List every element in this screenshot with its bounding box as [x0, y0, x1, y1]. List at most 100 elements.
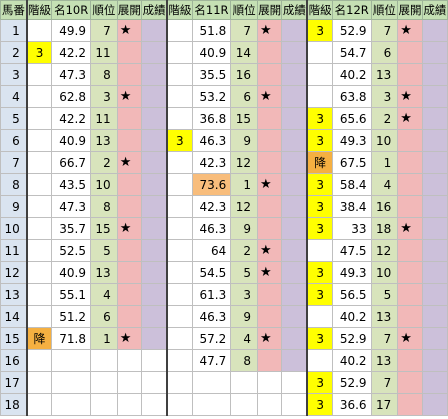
- tenkai-cell: ★: [116, 85, 143, 108]
- class-cell: 3: [306, 19, 333, 42]
- result-cell: [421, 239, 448, 262]
- class-cell: 3: [306, 129, 333, 152]
- tenkai-cell: [256, 217, 283, 240]
- header-race-name: 名12R: [331, 0, 372, 20]
- table-row: 9 47.3 8 42.3 12 3 38.4 16: [0, 195, 448, 218]
- empty-cell: [51, 393, 91, 416]
- empty-cell: [116, 371, 143, 394]
- class-cell: 3: [166, 129, 193, 152]
- class-cell: [25, 107, 53, 130]
- class-cell: [166, 283, 193, 306]
- tenkai-cell: [256, 283, 283, 306]
- empty-cell: [25, 393, 53, 416]
- result-cell: [141, 305, 168, 328]
- score-cell: 63.8: [331, 85, 372, 108]
- result-cell: [281, 349, 308, 372]
- score-cell: 40.9: [51, 129, 91, 152]
- class-cell: 3: [306, 327, 333, 350]
- empty-cell: [166, 371, 193, 394]
- result-cell: [421, 107, 448, 130]
- result-cell: [281, 261, 308, 284]
- star-icon: ★: [119, 89, 132, 104]
- rank-cell: 12: [230, 151, 258, 174]
- tenkai-cell: ★: [397, 19, 423, 42]
- tenkai-cell: [116, 41, 143, 64]
- class-cell: [306, 41, 333, 64]
- rank-cell: 9: [230, 129, 258, 152]
- score-cell: 49.3: [331, 129, 372, 152]
- class-cell: [25, 129, 53, 152]
- score-cell: 52.5: [51, 239, 91, 262]
- class-cell: 3: [306, 283, 333, 306]
- rank-cell: 13: [89, 129, 118, 152]
- tenkai-cell: ★: [397, 85, 423, 108]
- tenkai-cell: [256, 107, 283, 130]
- table-row: 18 3 36.6 17: [0, 393, 448, 416]
- header-tenkai: 展開: [397, 0, 423, 20]
- empty-cell: [89, 393, 118, 416]
- rank-cell: 9: [230, 217, 258, 240]
- result-cell: [141, 283, 168, 306]
- result-cell: [141, 41, 168, 64]
- rank-cell: 2: [230, 239, 258, 262]
- result-cell: [281, 239, 308, 262]
- horse-number: 12: [0, 261, 28, 284]
- tenkai-cell: [116, 239, 143, 262]
- result-cell: [281, 19, 308, 42]
- class-cell: 降: [25, 327, 53, 350]
- tenkai-cell: ★: [116, 217, 143, 240]
- score-cell: 47.5: [331, 239, 372, 262]
- star-icon: ★: [119, 331, 132, 346]
- rank-cell: 8: [230, 349, 258, 372]
- result-cell: [421, 261, 448, 284]
- rank-cell: 7: [370, 19, 399, 42]
- result-cell: [421, 393, 448, 416]
- result-cell: [141, 107, 168, 130]
- result-cell: [141, 195, 168, 218]
- star-icon: ★: [260, 331, 272, 346]
- tenkai-cell: [116, 107, 143, 130]
- score-cell: 73.6: [191, 173, 232, 196]
- score-cell: 40.2: [331, 63, 372, 86]
- result-cell: [281, 41, 308, 64]
- tenkai-cell: [397, 349, 423, 372]
- result-cell: [141, 151, 168, 174]
- class-cell: [25, 151, 53, 174]
- header-tenkai: 展開: [256, 0, 283, 20]
- empty-cell: [116, 393, 143, 416]
- rank-cell: 10: [370, 129, 399, 152]
- rank-cell: 10: [370, 261, 399, 284]
- star-icon: ★: [400, 221, 412, 236]
- star-icon: ★: [400, 111, 412, 126]
- score-cell: 52.9: [331, 19, 372, 42]
- result-cell: [281, 85, 308, 108]
- horse-number: 10: [0, 217, 28, 240]
- tenkai-cell: [116, 195, 143, 218]
- empty-cell: [141, 349, 168, 372]
- star-icon: ★: [400, 331, 412, 346]
- tenkai-cell: [397, 305, 423, 328]
- rank-cell: 7: [230, 19, 258, 42]
- rank-cell: 4: [370, 173, 399, 196]
- header-kyu: 階級: [166, 0, 193, 20]
- tenkai-cell: [256, 151, 283, 174]
- empty-cell: [89, 349, 118, 372]
- empty-cell: [25, 349, 53, 372]
- tenkai-cell: [397, 393, 423, 416]
- score-cell: 35.7: [51, 217, 91, 240]
- horse-number: 4: [0, 85, 28, 108]
- empty-cell: [89, 371, 118, 394]
- header-tenkai: 展開: [116, 0, 143, 20]
- header-seiseki: 成績: [141, 0, 168, 20]
- tenkai-cell: ★: [116, 327, 143, 350]
- score-cell: 35.5: [191, 63, 232, 86]
- horse-number: 11: [0, 239, 28, 262]
- class-cell: [166, 305, 193, 328]
- result-cell: [141, 261, 168, 284]
- header-race-name: 名11R: [191, 0, 232, 20]
- result-cell: [421, 173, 448, 196]
- score-cell: 36.6: [331, 393, 372, 416]
- horse-number: 18: [0, 393, 28, 416]
- tenkai-cell: [397, 239, 423, 262]
